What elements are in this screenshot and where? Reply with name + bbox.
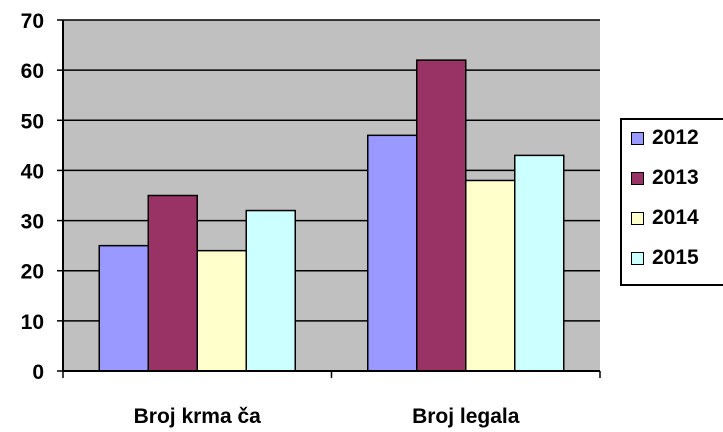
y-tick-label: 0 — [32, 361, 44, 384]
legend-item-2012: 2012 — [631, 126, 699, 150]
y-tick-label: 50 — [21, 110, 44, 133]
legend-label-2015: 2015 — [652, 246, 699, 269]
y-tick-labels: 0 10 20 30 40 50 60 70 — [21, 10, 44, 384]
bar-2012-2 — [367, 134, 418, 372]
bar-2014-1 — [196, 249, 247, 372]
bar-2014-2 — [465, 179, 516, 372]
bar-2013-2 — [416, 59, 467, 372]
legend: 2012 2013 2014 2015 — [620, 118, 723, 286]
y-tick-label: 70 — [21, 10, 44, 33]
legend-item-2015: 2015 — [631, 246, 699, 270]
legend-swatch-2012 — [631, 131, 644, 145]
x-tick-labels: Broj krma ča Broj legala — [134, 405, 520, 428]
bar-2012-1 — [98, 244, 149, 372]
x-tick-label: Broj legala — [412, 405, 520, 428]
legend-item-2013: 2013 — [631, 166, 699, 190]
bar-2015-1 — [245, 209, 296, 372]
legend-item-2014: 2014 — [631, 206, 699, 230]
bar-2015-2 — [514, 154, 565, 372]
y-tick-label: 60 — [21, 60, 44, 83]
legend-label-2014: 2014 — [652, 206, 699, 229]
axes — [57, 19, 601, 378]
y-tick-label: 20 — [21, 261, 44, 284]
bar-2013-1 — [147, 194, 198, 372]
legend-swatch-2014 — [631, 211, 644, 225]
y-tick-label: 40 — [21, 160, 44, 183]
y-tick-label: 30 — [21, 211, 44, 234]
legend-label-2012: 2012 — [652, 126, 699, 149]
y-tick-label: 10 — [21, 311, 44, 334]
legend-swatch-2015 — [631, 251, 644, 265]
legend-label-2013: 2013 — [652, 166, 699, 189]
legend-swatch-2013 — [631, 171, 644, 185]
x-tick-label: Broj krma ča — [134, 405, 262, 428]
